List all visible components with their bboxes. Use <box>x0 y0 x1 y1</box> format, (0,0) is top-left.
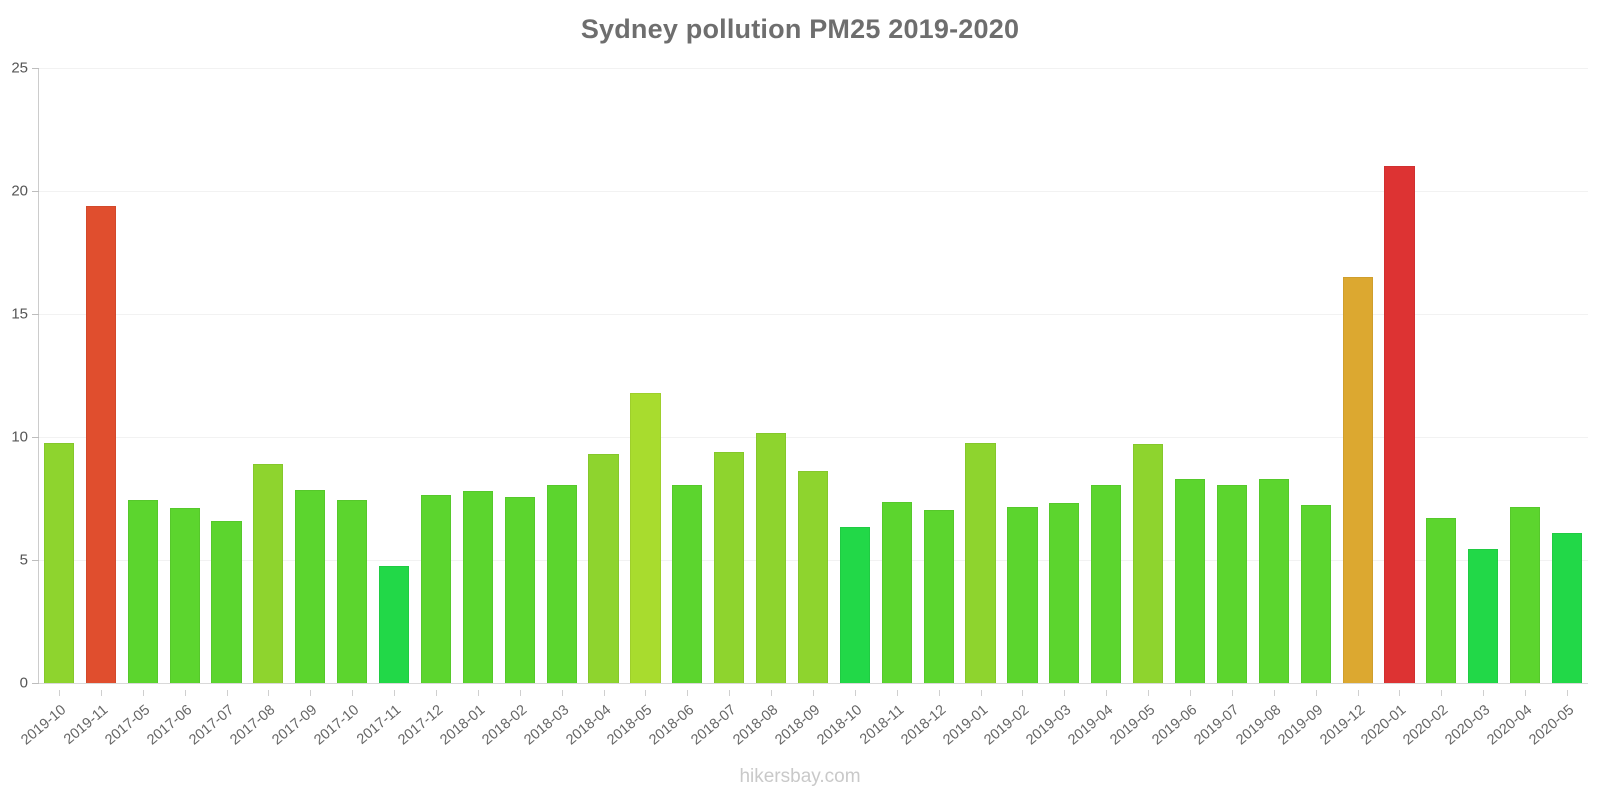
bar-2020-04[interactable] <box>1510 507 1541 683</box>
bar-2017-09[interactable] <box>295 489 326 683</box>
y-tick-label-10: 10 <box>11 428 28 446</box>
bar-2018-12[interactable] <box>923 509 954 683</box>
x-tick-mark-2017-07 <box>226 690 228 696</box>
x-tick-mark-2019-05 <box>1148 690 1150 696</box>
x-axis-labels: 2019-10 2019-11 2017-05 2017-06 2017-07 2017-… <box>18 690 1588 770</box>
x-tick-mark-2017-08 <box>268 690 270 696</box>
y-axis-line <box>38 68 39 683</box>
bar-2017-06[interactable] <box>169 508 200 683</box>
chart-title: Sydney pollution PM25 2019-2020 <box>580 14 1020 44</box>
bar-2018-05[interactable] <box>630 392 661 683</box>
bar-2019-04[interactable] <box>1091 484 1122 683</box>
bar-2018-09[interactable] <box>797 471 829 683</box>
y-tick-mark-10 <box>32 437 39 438</box>
x-tick-mark-2019-03 <box>1064 690 1066 696</box>
bar-2017-05[interactable] <box>127 499 158 683</box>
x-tick-mark-2017-12 <box>435 690 437 696</box>
bar-2020-03[interactable] <box>1468 548 1499 683</box>
y-tick-label-5: 5 <box>19 551 28 569</box>
x-tick-mark-2019-04 <box>1106 690 1108 696</box>
x-tick-mark-2018-07 <box>729 690 731 696</box>
bar-2017-07[interactable] <box>211 520 242 683</box>
bar-2018-02[interactable] <box>504 497 535 683</box>
x-tick-mark-2018-04 <box>603 690 605 696</box>
gridline-10 <box>38 437 1588 438</box>
x-tick-mark-2019-09 <box>1315 690 1317 696</box>
gridline-25 <box>38 68 1588 69</box>
bar-2019-10[interactable] <box>43 443 75 683</box>
bar-2019-09[interactable] <box>1300 504 1331 683</box>
x-tick-mark-2017-09 <box>310 690 312 696</box>
x-tick-mark-2018-05 <box>645 690 647 696</box>
y-tick-label-25: 25 <box>11 59 28 77</box>
x-tick-mark-2019-07 <box>1231 690 1233 696</box>
bar-2018-03[interactable] <box>546 484 577 683</box>
gridline-0 <box>38 683 1588 684</box>
bar-2017-08[interactable] <box>253 464 284 683</box>
bar-2019-08[interactable] <box>1258 478 1289 683</box>
bar-2019-01[interactable] <box>965 443 996 683</box>
x-tick-mark-2020-02 <box>1441 690 1443 696</box>
y-tick-mark-5 <box>32 560 39 561</box>
footer-credit: hikersbay.com <box>739 766 861 787</box>
bar-2018-01[interactable] <box>462 491 493 683</box>
bars-layer <box>38 68 1588 683</box>
x-tick-mark-2018-12 <box>938 690 940 696</box>
bar-2019-02[interactable] <box>1007 507 1038 683</box>
bar-2019-12[interactable] <box>1342 277 1373 683</box>
x-tick-mark-2018-02 <box>519 690 521 696</box>
bar-2020-02[interactable] <box>1426 518 1457 683</box>
y-tick-mark-20 <box>32 191 39 192</box>
x-tick-mark-2018-08 <box>771 690 773 696</box>
bar-2018-08[interactable] <box>756 433 787 683</box>
x-tick-mark-2019-08 <box>1273 690 1275 696</box>
y-tick-mark-25 <box>32 68 39 69</box>
bar-2018-04[interactable] <box>588 454 619 683</box>
bar-2019-07[interactable] <box>1216 484 1247 683</box>
x-tick-mark-2017-10 <box>352 690 354 696</box>
bar-2017-11[interactable] <box>379 566 410 683</box>
x-tick-mark-2018-01 <box>477 690 479 696</box>
bar-2020-05[interactable] <box>1551 532 1583 683</box>
x-tick-mark-2019-02 <box>1022 690 1024 696</box>
bar-2018-07[interactable] <box>714 451 745 683</box>
bar-2018-11[interactable] <box>881 502 912 683</box>
y-tick-label-15: 15 <box>11 305 28 323</box>
x-tick-mark-2019-11 <box>100 690 102 696</box>
x-tick-mark-2017-06 <box>184 690 186 696</box>
x-tick-mark-2020-03 <box>1483 690 1485 696</box>
x-tick-mark-2018-11 <box>896 690 898 696</box>
x-tick-mark-2018-03 <box>561 690 563 696</box>
gridline-20 <box>38 191 1588 192</box>
x-tick-mark-2019-01 <box>980 690 982 696</box>
x-tick-mark-2019-06 <box>1190 690 1192 696</box>
x-tick-mark-2017-11 <box>394 690 396 696</box>
x-tick-mark-2020-01 <box>1399 690 1401 696</box>
x-tick-mark-2018-06 <box>687 690 689 696</box>
x-tick-mark-2018-10 <box>854 690 856 696</box>
bar-2017-10[interactable] <box>337 499 368 683</box>
y-tick-mark-0 <box>32 683 39 684</box>
bar-2019-06[interactable] <box>1174 478 1206 683</box>
bar-2019-11[interactable] <box>85 205 116 683</box>
bar-2018-10[interactable] <box>839 526 870 683</box>
x-tick-mark-2020-05 <box>1567 690 1569 696</box>
x-tick-mark-2017-05 <box>142 690 144 696</box>
bar-2019-05[interactable] <box>1133 444 1164 683</box>
x-tick-mark-2018-09 <box>813 690 814 696</box>
bar-2017-12[interactable] <box>420 494 452 683</box>
gridline-15 <box>38 314 1588 315</box>
x-tick-mark-2019-10 <box>58 690 60 696</box>
bar-2018-06[interactable] <box>672 484 703 683</box>
y-tick-label-0: 0 <box>19 674 28 692</box>
x-tick-mark-2019-12 <box>1357 690 1359 696</box>
x-tick-mark-2020-04 <box>1525 690 1527 696</box>
bar-2019-03[interactable] <box>1049 503 1080 683</box>
bar-2020-01[interactable] <box>1384 166 1415 683</box>
y-tick-label-20: 20 <box>11 182 28 200</box>
y-tick-mark-15 <box>32 314 39 315</box>
